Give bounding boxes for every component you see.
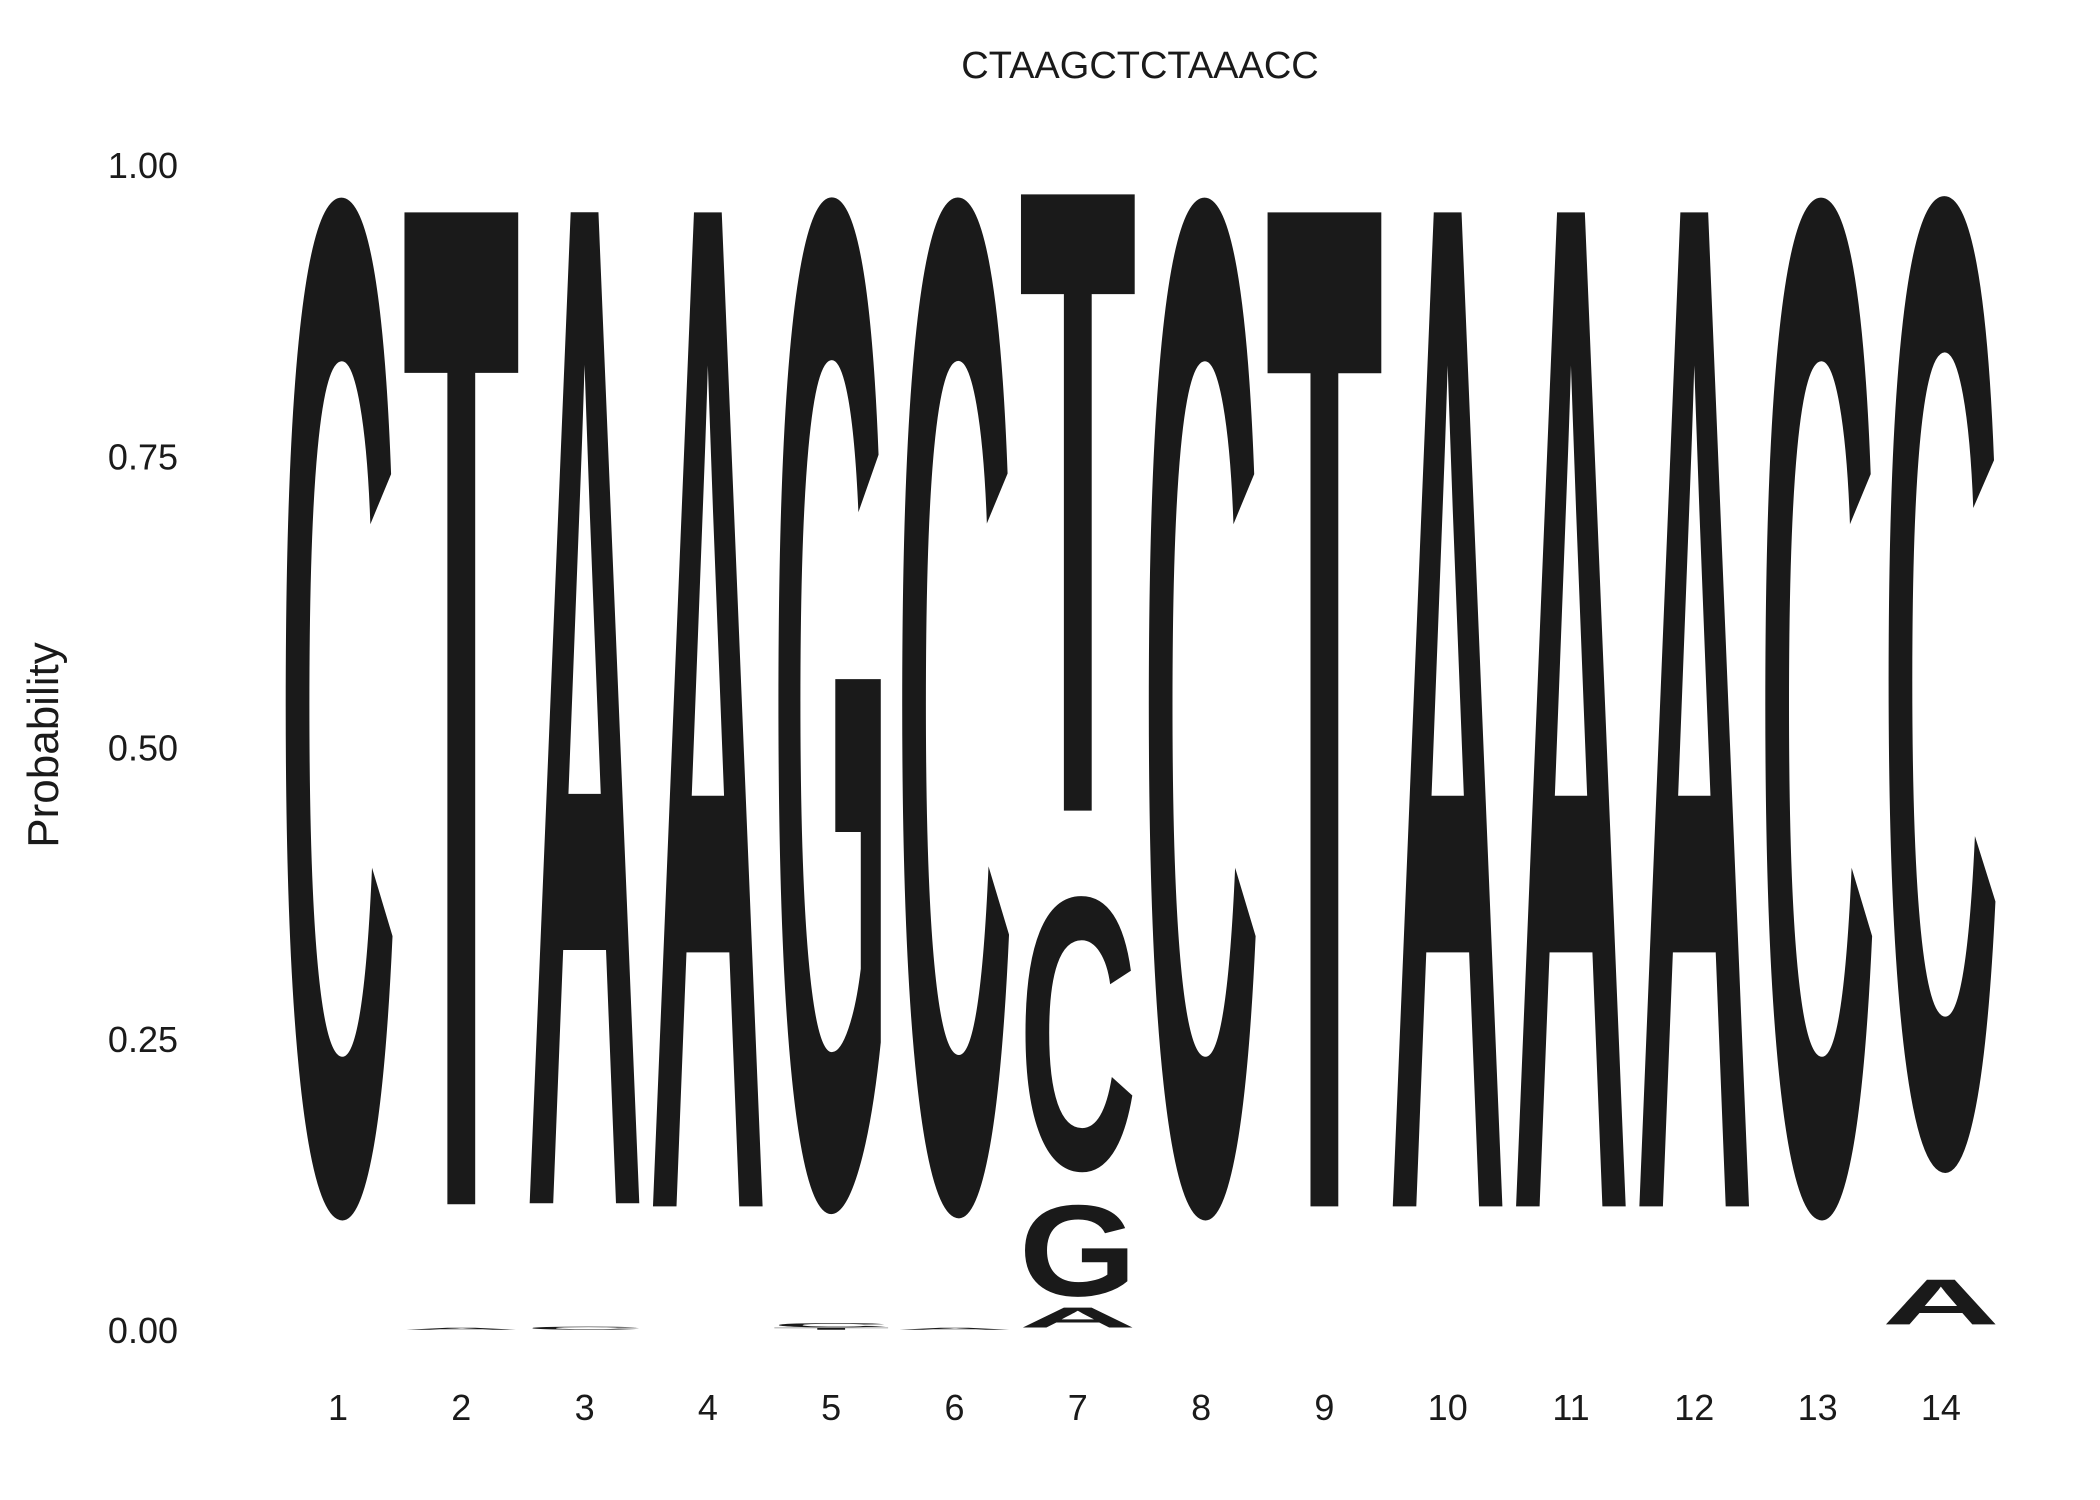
logo-letter-T: T — [772, 1327, 890, 1330]
x-tick-label: 2 — [451, 1387, 471, 1428]
x-tick-label: 4 — [698, 1387, 718, 1428]
y-tick-label: 0.50 — [108, 728, 178, 769]
y-axis-label: Probability — [19, 642, 68, 847]
x-tick-label: 12 — [1674, 1387, 1714, 1428]
x-axis-ticks: 1 2 3 4 5 6 7 8 9 10 11 12 13 14 — [328, 1387, 1961, 1428]
logo-letter-C: C — [279, 0, 397, 1500]
logo-letter-C: C — [1759, 0, 1877, 1500]
logo-letter-C: C — [1882, 0, 2000, 1453]
x-tick-label: 14 — [1921, 1387, 1961, 1428]
logo-letter-G: G — [772, 0, 890, 1500]
y-tick-label: 0.75 — [108, 436, 178, 477]
x-tick-label: 13 — [1798, 1387, 1838, 1428]
logo-letter-A: A — [526, 0, 644, 1500]
logo-letter-A: A — [896, 1327, 1014, 1330]
logo-letter-T: T — [402, 0, 520, 1500]
logo-letter-A: A — [1512, 0, 1630, 1500]
logo-letter-C: C — [526, 1326, 644, 1331]
logo-letter-T: T — [1019, 1, 1137, 1002]
y-tick-label: 0.25 — [108, 1019, 178, 1060]
logo-letter-C: C — [896, 0, 1014, 1500]
logo-letter-A: A — [649, 0, 767, 1500]
y-tick-label: 0.00 — [108, 1310, 178, 1351]
logo-letter-C: C — [772, 1322, 890, 1328]
logo-letter-G: G — [1019, 1178, 1137, 1323]
logo-letter-A: A — [1389, 0, 1507, 1500]
letter-stacks: C AT CA A TCG AC AGCT C T A A A C AC — [279, 0, 2000, 1500]
logo-letter-A: A — [1882, 1266, 2000, 1339]
x-tick-label: 7 — [1068, 1387, 1088, 1428]
logo-letter-A: A — [1635, 0, 1753, 1500]
logo-letter-C: C — [1142, 0, 1260, 1500]
logo-letter-A: A — [402, 1327, 520, 1330]
chart-title: CTAAGCTCTAAACC — [961, 45, 1319, 87]
x-tick-label: 9 — [1314, 1387, 1334, 1428]
y-axis-ticks: 0.00 0.25 0.50 0.75 1.00 — [108, 145, 178, 1351]
x-tick-label: 8 — [1191, 1387, 1211, 1428]
x-tick-label: 6 — [944, 1387, 964, 1428]
x-tick-label: 1 — [328, 1387, 348, 1428]
y-tick-label: 1.00 — [108, 145, 178, 186]
logo-letter-A: A — [1019, 1301, 1137, 1333]
logo-letter-C: C — [1019, 816, 1137, 1252]
x-tick-label: 3 — [575, 1387, 595, 1428]
x-tick-label: 11 — [1552, 1387, 1589, 1428]
logo-letter-T: T — [1265, 0, 1383, 1500]
x-tick-label: 10 — [1428, 1387, 1468, 1428]
x-tick-label: 5 — [821, 1387, 841, 1428]
